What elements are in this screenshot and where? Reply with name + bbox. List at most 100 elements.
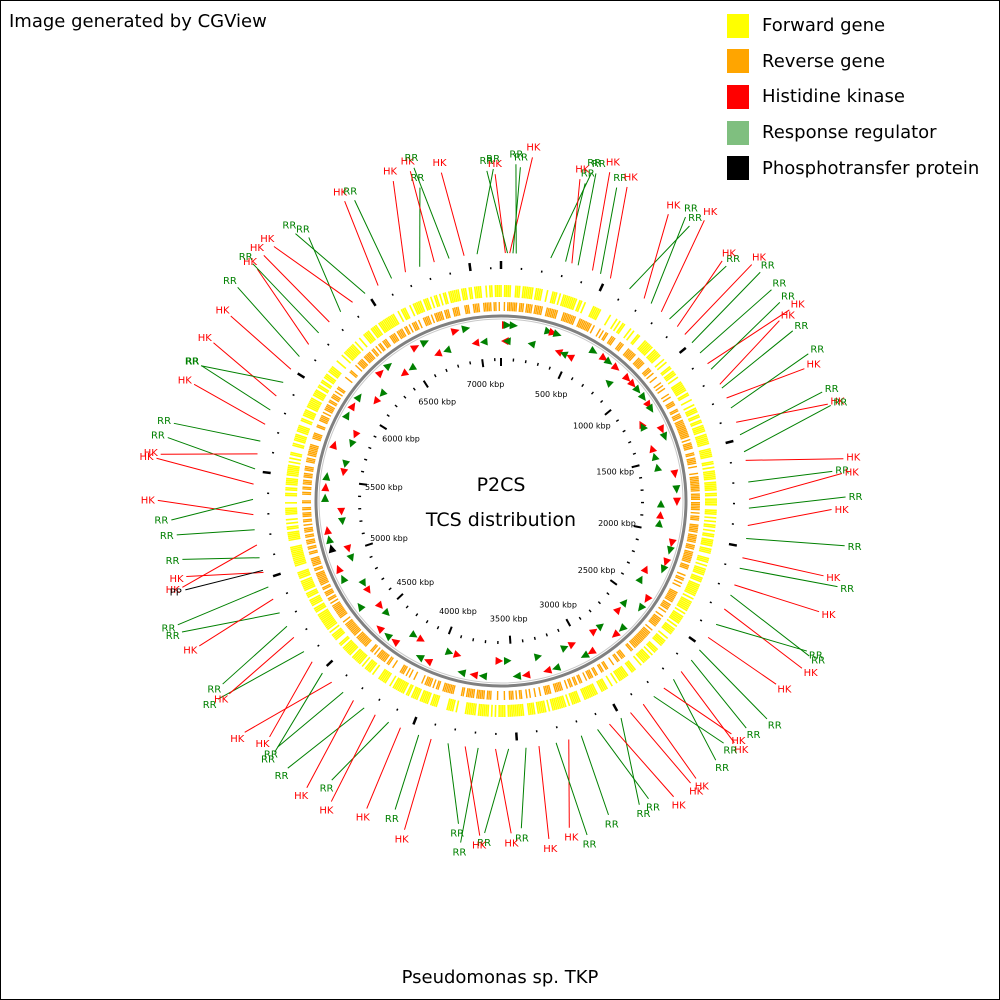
- forward-gene-mark: [287, 464, 300, 469]
- reverse-gene-mark: [472, 689, 476, 699]
- reverse-gene-mark: [379, 651, 386, 660]
- reverse-gene-mark: [577, 674, 583, 684]
- feature-label: PP: [170, 588, 182, 599]
- feature-leader-line: [715, 623, 807, 652]
- forward-gene-mark: [638, 341, 648, 352]
- feature-label: HK: [695, 782, 710, 793]
- forward-gene-mark: [451, 699, 456, 712]
- feature-label: RR: [613, 173, 627, 184]
- tcs-marker: [434, 348, 443, 357]
- reverse-gene-mark: [632, 357, 640, 365]
- tcs-marker: [651, 452, 660, 462]
- reverse-gene-mark: [589, 324, 596, 334]
- forward-gene-mark: [353, 649, 363, 660]
- reverse-gene-mark: [452, 685, 456, 695]
- forward-gene-mark: [315, 605, 327, 613]
- outer-scale-tick: [646, 680, 649, 684]
- outer-scale-tick: [678, 346, 687, 354]
- reverse-gene-mark: [413, 671, 419, 681]
- reverse-gene-mark: [393, 332, 400, 342]
- outer-scale-tick: [357, 315, 360, 319]
- feature-leader-line: [392, 180, 406, 273]
- reverse-gene-mark: [350, 625, 359, 633]
- reverse-gene-mark: [337, 609, 346, 616]
- forward-gene-mark: [703, 475, 716, 479]
- forward-gene-mark: [589, 684, 597, 696]
- feature-leader-line: [680, 671, 735, 744]
- forward-gene-mark: [332, 628, 343, 638]
- reverse-gene-mark: [513, 302, 516, 312]
- tcs-marker: [560, 351, 569, 359]
- forward-gene-mark: [364, 332, 374, 343]
- forward-gene-mark: [554, 697, 560, 710]
- reverse-gene-mark: [679, 563, 689, 569]
- reverse-gene-mark: [664, 596, 673, 603]
- reverse-gene-mark: [328, 595, 337, 602]
- forward-gene-mark: [318, 384, 330, 393]
- tcs-marker: [409, 345, 420, 353]
- forward-gene-mark: [546, 699, 551, 712]
- reverse-gene-mark: [460, 687, 464, 697]
- backbone-ring: [314, 314, 688, 688]
- forward-gene-mark: [313, 602, 325, 610]
- forward-gene-mark: [293, 558, 306, 564]
- tcs-marker: [416, 634, 425, 642]
- feature-label: HK: [383, 167, 398, 178]
- reverse-gene-mark: [303, 474, 313, 477]
- feature-label: HK: [214, 695, 229, 706]
- tcs-marker: [627, 378, 636, 388]
- feature-leader-line: [182, 544, 258, 588]
- feature-label: RR: [849, 492, 863, 503]
- reverse-gene-mark: [364, 639, 372, 648]
- feature-leader-line: [730, 594, 810, 657]
- forward-gene-mark: [285, 509, 298, 512]
- reverse-gene-mark: [304, 528, 314, 532]
- feature-leader-line: [193, 383, 266, 425]
- reverse-gene-mark: [375, 345, 382, 354]
- feature-leader-line: [486, 170, 509, 254]
- inner-scale-tick: [364, 458, 368, 461]
- reverse-gene-mark: [565, 313, 570, 323]
- forward-gene-mark: [301, 578, 313, 585]
- feature-leader-line: [739, 567, 838, 588]
- outer-scale-tick: [612, 703, 619, 712]
- feature-leader-line: [609, 723, 675, 798]
- tcs-marker: [533, 653, 542, 662]
- outer-scale-tick: [699, 619, 703, 622]
- feature-leader-line: [620, 717, 640, 805]
- tcs-marker: [509, 321, 518, 330]
- reverse-gene-mark: [313, 432, 323, 437]
- forward-gene-mark: [701, 462, 714, 467]
- reverse-gene-mark: [425, 676, 431, 686]
- feature-label: HK: [606, 158, 621, 169]
- reverse-gene-mark: [319, 579, 329, 585]
- tcs-marker: [649, 444, 658, 454]
- forward-gene-mark: [405, 684, 413, 696]
- inner-scale-tick: [415, 613, 419, 617]
- reverse-gene-mark: [303, 476, 313, 479]
- reverse-gene-mark: [682, 442, 692, 447]
- forward-gene-mark: [464, 702, 469, 715]
- forward-gene-mark: [666, 618, 678, 628]
- tcs-marker: [349, 439, 357, 448]
- tcs-marker: [346, 553, 355, 562]
- tcs-marker: [503, 656, 512, 665]
- forward-gene-mark: [556, 293, 562, 306]
- forward-gene-mark: [393, 678, 402, 690]
- reverse-gene-mark: [425, 316, 431, 326]
- reverse-gene-mark: [309, 443, 320, 448]
- scale-tick-label: 6000 kbp: [382, 434, 420, 443]
- outer-scale-tick: [429, 277, 432, 281]
- reverse-gene-mark: [591, 667, 597, 677]
- forward-gene-mark: [564, 295, 571, 308]
- reverse-gene-mark: [320, 580, 330, 586]
- forward-gene-mark: [290, 546, 303, 551]
- tcs-marker: [353, 429, 361, 439]
- forward-gene-mark: [519, 703, 523, 717]
- generator-credit: Image generated by CGView: [9, 11, 267, 32]
- forward-gene-mark: [600, 678, 609, 690]
- tcs-marker: [341, 574, 349, 585]
- forward-gene-mark: [291, 551, 304, 556]
- forward-gene-mark: [523, 286, 527, 299]
- forward-gene-mark: [694, 564, 707, 571]
